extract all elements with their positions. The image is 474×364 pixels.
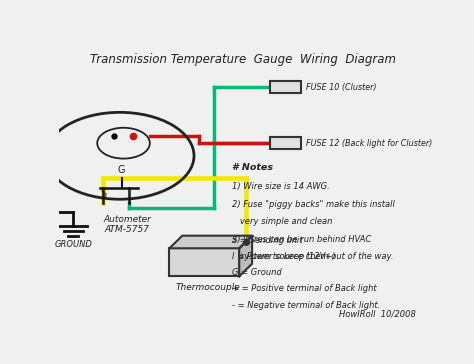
Text: - = Negative terminal of Back light.: - = Negative terminal of Back light.	[232, 301, 380, 310]
Text: + = Positive terminal of Back light: + = Positive terminal of Back light	[232, 284, 376, 293]
Bar	[270, 81, 301, 94]
Text: very simple and clean: very simple and clean	[232, 217, 332, 226]
Text: S: S	[100, 189, 106, 199]
Bar	[169, 248, 239, 276]
Text: FUSE 12 (Back light for Cluster): FUSE 12 (Back light for Cluster)	[306, 139, 433, 148]
Text: G = Ground: G = Ground	[232, 268, 282, 277]
Text: GROUND: GROUND	[54, 240, 92, 249]
Text: I: I	[128, 189, 130, 199]
Text: S = Sending unit: S = Sending unit	[232, 236, 302, 245]
Bar	[270, 137, 301, 150]
Text: 3) Wires can be run behind HVAC: 3) Wires can be run behind HVAC	[232, 235, 371, 244]
Text: 2) Fuse "piggy backs" make this install: 2) Fuse "piggy backs" make this install	[232, 199, 395, 209]
Text: Autometer
ATM-5757: Autometer ATM-5757	[103, 215, 151, 234]
Text: I = Power source (12V+): I = Power source (12V+)	[232, 252, 336, 261]
Text: system to keep them out of the way.: system to keep them out of the way.	[232, 253, 393, 261]
Text: 1) Wire size is 14 AWG.: 1) Wire size is 14 AWG.	[232, 182, 329, 191]
Text: FUSE 10 (Cluster): FUSE 10 (Cluster)	[306, 83, 377, 92]
Text: # Notes: # Notes	[232, 163, 273, 172]
Text: G: G	[118, 165, 126, 175]
Text: Thermocouple: Thermocouple	[176, 283, 241, 292]
Polygon shape	[239, 236, 252, 276]
Polygon shape	[169, 236, 252, 248]
Text: HowIRoll  10/2008: HowIRoll 10/2008	[339, 309, 416, 318]
Text: Transmission Temperature  Gauge  Wiring  Diagram: Transmission Temperature Gauge Wiring Di…	[90, 54, 396, 67]
